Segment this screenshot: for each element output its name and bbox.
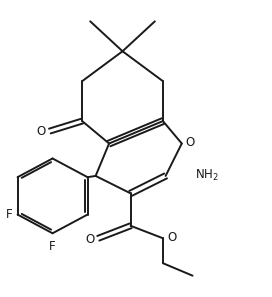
Text: O: O (186, 136, 195, 149)
Text: F: F (49, 239, 56, 252)
Text: O: O (85, 233, 94, 246)
Text: NH$_2$: NH$_2$ (195, 168, 219, 184)
Text: O: O (36, 124, 46, 138)
Text: F: F (5, 208, 12, 221)
Text: O: O (167, 230, 176, 244)
